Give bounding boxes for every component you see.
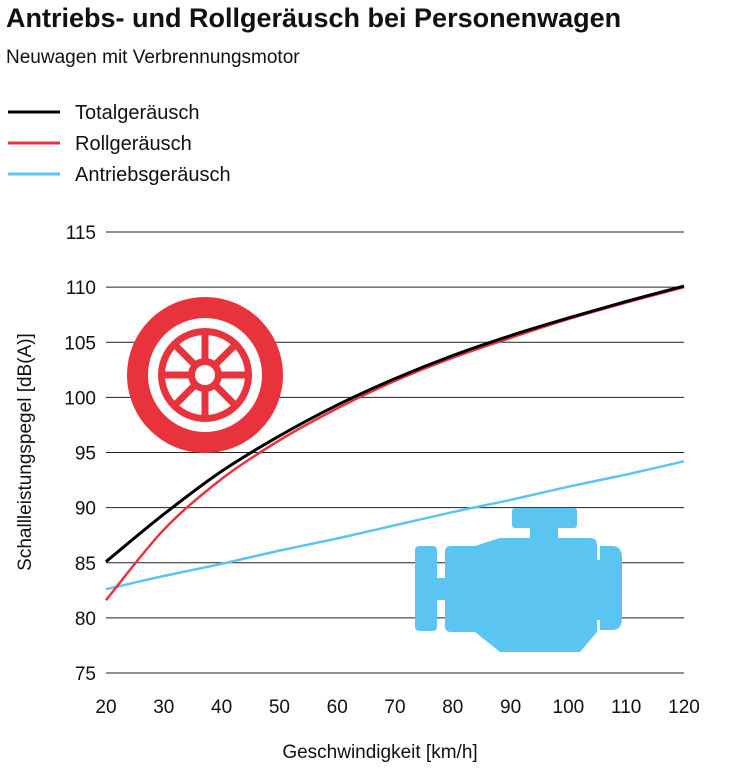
y-tick-label: 115 — [66, 223, 96, 244]
wheel-icon — [127, 297, 283, 453]
series-line-3 — [105, 460, 685, 591]
legend: Totalgeräusch Rollgeräusch Antriebsgeräusc… — [8, 102, 231, 186]
x-tick-label: 80 — [442, 697, 463, 718]
x-tick-label: 70 — [384, 697, 405, 718]
x-tick-label: 100 — [553, 697, 585, 718]
grid: 75 80 85 90 95 100 105 110 115 20 30 40 50 60 70 80 90 10… — [64, 223, 700, 718]
x-tick-label: 90 — [500, 697, 521, 718]
y-tick-label: 85 — [75, 554, 96, 575]
x-tick-label: 50 — [269, 697, 290, 718]
y-tick-label: 110 — [66, 278, 96, 299]
y-tick-label: 75 — [75, 664, 96, 685]
x-tick-label: 20 — [95, 697, 116, 718]
y-tick-label: 100 — [64, 388, 96, 409]
series-lines — [105, 284, 685, 602]
x-tick-label: 40 — [211, 697, 232, 718]
engine-icon — [415, 508, 622, 652]
x-tick-label: 60 — [327, 697, 348, 718]
y-tick-label: 95 — [75, 444, 96, 465]
y-axis-label: Schallleistungspegel [dB(A)] — [15, 333, 36, 571]
y-tick-label: 90 — [75, 499, 96, 520]
icons — [127, 297, 622, 652]
legend-label: Antriebsgeräusch — [75, 164, 231, 186]
y-tick-label: 105 — [64, 333, 96, 354]
legend-label: Totalgeräusch — [75, 102, 200, 124]
legend-label: Rollgeräusch — [75, 133, 192, 155]
y-tick-label: 80 — [75, 609, 96, 630]
x-axis-label: Geschwindigkeit [km/h] — [282, 742, 477, 763]
x-tick-label: 120 — [668, 697, 700, 718]
series-line-1 — [105, 284, 685, 563]
x-tick-label: 110 — [611, 697, 641, 718]
x-tick-label: 30 — [153, 697, 174, 718]
chart-title: Antriebs- und Rollgeräusch bei Personenw… — [6, 3, 621, 33]
chart-subtitle: Neuwagen mit Verbrennungsmotor — [6, 47, 300, 68]
